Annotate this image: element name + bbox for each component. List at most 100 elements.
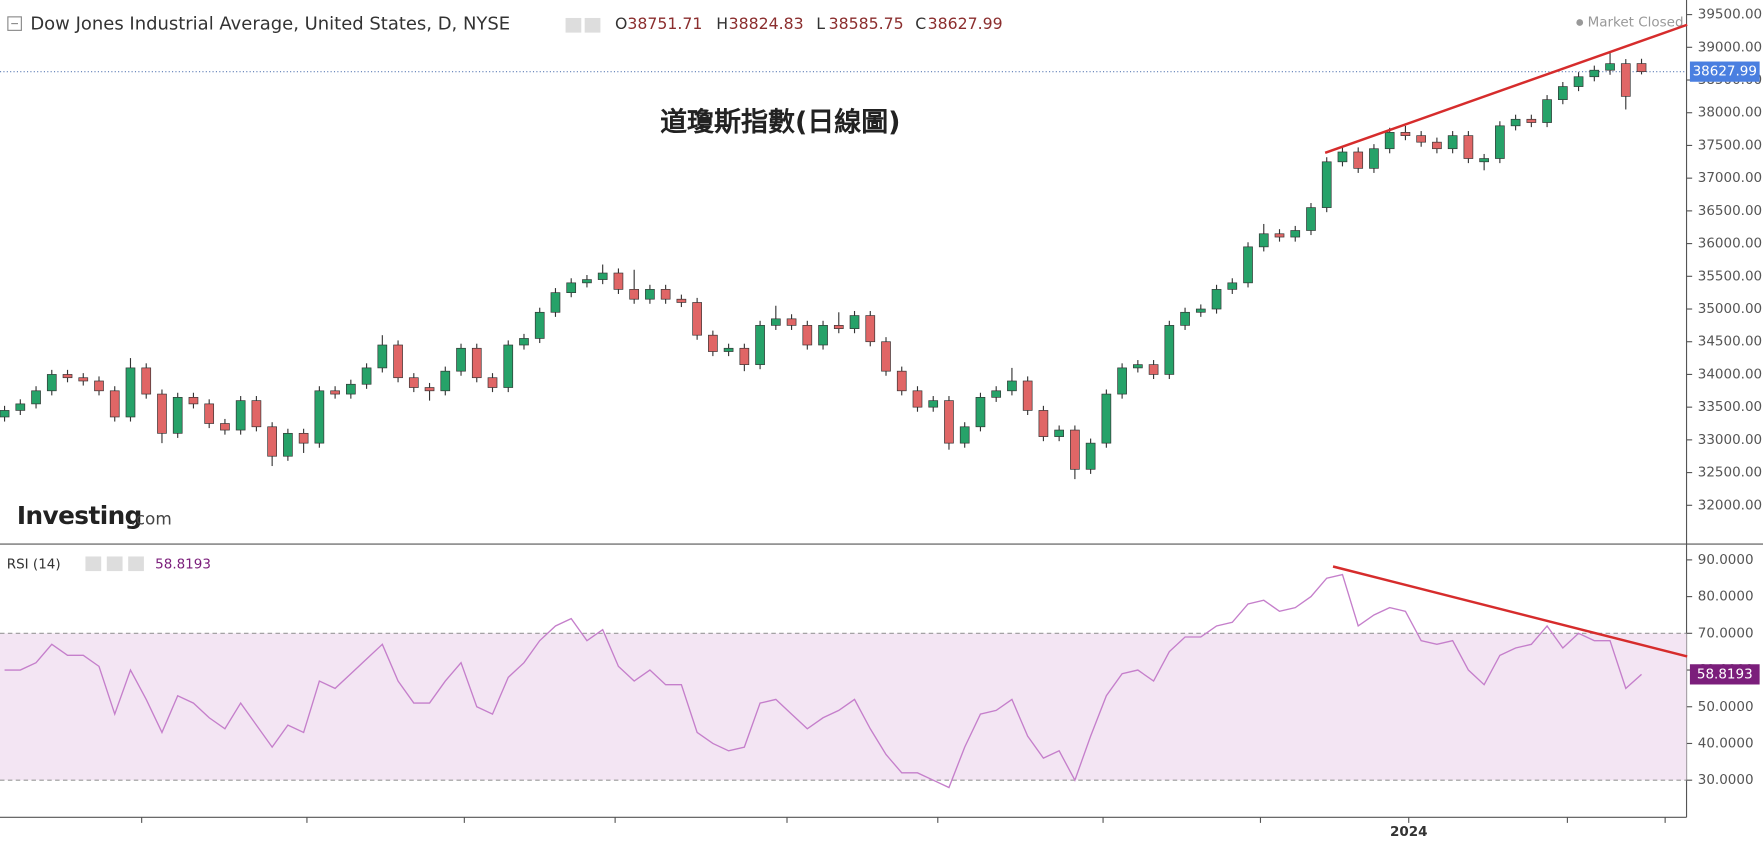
price-tick-label: 33000.00 — [1698, 432, 1762, 448]
candle-body — [613, 272, 624, 290]
candle-body — [1195, 308, 1206, 313]
candle-body — [881, 341, 891, 372]
candle-body — [62, 374, 73, 379]
candle-body — [1337, 151, 1348, 163]
candle-body — [267, 426, 277, 457]
candle-body — [503, 344, 514, 388]
candle-body — [361, 367, 372, 385]
rsi-value: 58.8193 — [155, 556, 211, 572]
price-tick-label: 32000.00 — [1698, 497, 1762, 513]
candle-body — [975, 397, 986, 428]
rsi-label: RSI (14) — [7, 556, 61, 572]
rsi-box-label: 58.8193 — [1697, 666, 1753, 682]
candle-body — [818, 325, 828, 346]
price-box — [1689, 61, 1760, 82]
price-tick-label: 35500.00 — [1698, 268, 1762, 284]
settings-icon[interactable] — [584, 17, 601, 33]
candle-body — [550, 292, 561, 313]
candle-body — [1510, 118, 1521, 127]
trend-line — [1324, 23, 1688, 155]
candle-body — [1636, 63, 1647, 72]
candle-body — [487, 377, 498, 388]
candle-body — [865, 315, 876, 343]
ohlc-value: 38824.83 — [729, 14, 804, 33]
candle-body — [456, 347, 466, 372]
candle-body — [235, 400, 246, 431]
candle-body — [1038, 410, 1049, 437]
candle-body — [1070, 429, 1080, 470]
candle-body — [283, 432, 293, 457]
candle-body — [959, 426, 970, 444]
price-tick-label: 39000.00 — [1698, 39, 1762, 55]
market-status: Market Closed — [1588, 14, 1684, 30]
candle-body — [204, 403, 215, 424]
candle-body — [0, 410, 10, 418]
candle-body — [1164, 325, 1175, 375]
candle-body — [125, 367, 136, 418]
price-box-label: 38627.99 — [1693, 64, 1757, 80]
candle-body — [94, 380, 104, 392]
rsi-visibility-icon[interactable] — [85, 556, 102, 572]
candle-body — [1589, 69, 1600, 78]
price-tick-label: 33500.00 — [1698, 399, 1762, 415]
candle-body — [1290, 230, 1301, 238]
candle-body — [928, 400, 939, 408]
candle-body — [1227, 282, 1238, 290]
candle-body — [1495, 125, 1505, 159]
candle-body — [912, 390, 923, 408]
candle-body — [1085, 442, 1096, 470]
candle-body — [157, 393, 167, 434]
candle-body — [377, 344, 388, 369]
candle-body — [802, 325, 813, 346]
rsi-tick-label: 80.0000 — [1698, 589, 1754, 605]
candle-body — [346, 383, 356, 395]
rsi-remove-icon[interactable] — [128, 556, 144, 572]
candle-body — [1479, 158, 1489, 163]
price-tick-label: 37500.00 — [1698, 137, 1762, 153]
candle-body — [582, 279, 592, 284]
candle-body — [1274, 233, 1285, 238]
rsi-line — [4, 573, 1642, 789]
rsi-settings-icon[interactable] — [106, 556, 123, 572]
rsi-tick-label: 90.0000 — [1698, 552, 1754, 568]
candle-body — [1243, 246, 1253, 284]
price-tick-label: 38000.00 — [1698, 105, 1762, 121]
candle-body — [1400, 132, 1411, 136]
candle-body — [440, 370, 451, 392]
candle-body — [566, 282, 577, 293]
price-tick-label: 32500.00 — [1698, 465, 1762, 481]
candle-body — [534, 311, 545, 339]
rsi-tick-label: 40.0000 — [1698, 735, 1754, 751]
price-tick-label: 36000.00 — [1698, 236, 1762, 252]
candle-body — [188, 397, 199, 405]
candle-body — [1321, 161, 1332, 208]
candle-body — [1526, 118, 1537, 123]
candle-body — [770, 318, 781, 326]
ohlc-label: C — [915, 14, 926, 33]
candle-body — [786, 318, 797, 326]
candle-body — [676, 298, 687, 303]
candle-body — [1180, 311, 1190, 326]
candle-body — [849, 315, 860, 329]
candle-body — [141, 367, 152, 395]
candle-body — [1369, 148, 1379, 169]
visibility-icon[interactable] — [565, 17, 582, 33]
price-tick-label: 37000.00 — [1698, 170, 1762, 186]
ohlc-label: H — [716, 14, 728, 33]
candle-body — [660, 289, 671, 300]
candle-body — [424, 387, 435, 392]
candle-body — [1022, 380, 1033, 411]
x-tick-label: 2024 — [1390, 824, 1428, 840]
rsi-tick-label: 70.0000 — [1698, 625, 1754, 641]
collapse-icon[interactable] — [7, 16, 22, 31]
status-dot — [1576, 19, 1584, 26]
candle-body — [1007, 380, 1017, 392]
candle-body — [1306, 207, 1316, 231]
candle-body — [408, 377, 419, 388]
candle-body — [471, 347, 482, 379]
price-tick-label: 39500.00 — [1698, 7, 1762, 23]
candle-body — [314, 390, 325, 444]
price-tick-label: 34500.00 — [1698, 334, 1762, 350]
